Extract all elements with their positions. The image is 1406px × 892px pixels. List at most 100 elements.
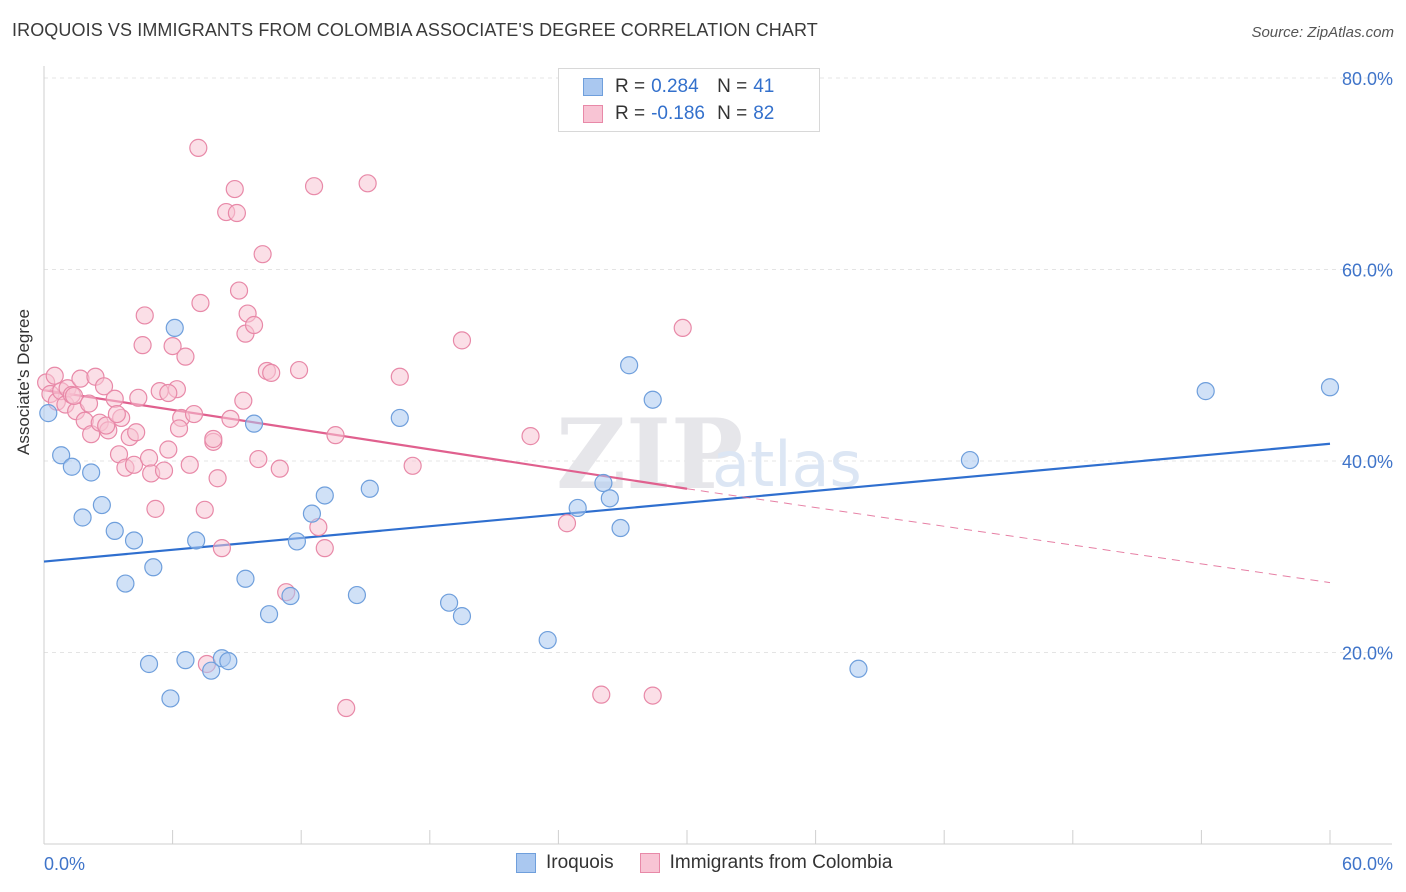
point-colombia [208, 469, 227, 488]
point-iroquois [347, 585, 367, 605]
point-colombia [79, 394, 99, 413]
point-colombia [45, 366, 64, 385]
point-colombia [234, 391, 253, 410]
point-iroquois [236, 569, 255, 588]
point-colombia [129, 388, 148, 407]
trend-lines [43, 389, 1331, 584]
stats-box: R = 0.284 N = 41 R = -0.186 N = 82 [558, 68, 820, 132]
y-axis-label: Associate's Degree [14, 309, 33, 455]
point-colombia [249, 449, 268, 469]
point-colombia [184, 404, 204, 424]
point-colombia [403, 456, 422, 475]
point-iroquois [144, 558, 163, 577]
point-colombia [176, 347, 195, 366]
point-colombia [124, 455, 144, 474]
point-iroquois [1320, 378, 1340, 397]
point-colombia [592, 685, 611, 704]
point-iroquois [139, 654, 159, 674]
point-iroquois [643, 390, 662, 409]
point-iroquois [82, 463, 101, 482]
point-colombia [390, 367, 409, 386]
y-tick-label: 80.0% [1342, 69, 1393, 89]
point-iroquois [315, 486, 334, 505]
point-colombia [97, 416, 116, 435]
point-colombia [107, 404, 126, 424]
point-colombia [326, 426, 345, 445]
point-iroquois [439, 593, 459, 612]
point-colombia [643, 686, 662, 705]
point-iroquois [960, 450, 980, 470]
x-tick-label-max: 60.0% [1342, 854, 1393, 874]
point-colombia [521, 427, 540, 446]
tick-labels: 20.0% 40.0% 60.0% 80.0% 0.0% 60.0% [44, 69, 1393, 874]
point-colombia [229, 281, 249, 300]
point-colombia [154, 461, 174, 480]
point-iroquois [390, 408, 409, 428]
watermark-atlas: atlas [712, 428, 862, 501]
legend-item-colombia[interactable]: Immigrants from Colombia [639, 852, 893, 874]
gridlines [44, 77, 1392, 653]
watermark-zip: ZIP [556, 398, 743, 511]
point-iroquois [849, 659, 868, 678]
point-colombia [289, 360, 309, 380]
point-colombia [221, 409, 240, 428]
n-value: 41 [753, 76, 775, 97]
point-colombia [139, 449, 159, 468]
point-iroquois [600, 489, 619, 508]
n-value: 82 [753, 103, 775, 124]
point-colombia [189, 138, 208, 157]
source-label: Source: ZipAtlas.com [1251, 24, 1394, 41]
legend-item-iroquois[interactable]: Iroquois [516, 852, 614, 874]
chart-title: IROQUOIS VS IMMIGRANTS FROM COLOMBIA ASS… [12, 20, 818, 40]
point-iroquois [568, 498, 587, 518]
point-iroquois [52, 446, 71, 465]
point-iroquois [161, 689, 180, 708]
point-iroquois [281, 586, 300, 606]
legend-label-colombia: Immigrants from Colombia [669, 852, 893, 873]
point-iroquois [176, 651, 195, 670]
point-colombia [673, 318, 692, 338]
point-colombia [71, 369, 90, 388]
point-colombia [262, 363, 281, 383]
point-iroquois [302, 504, 322, 523]
point-iroquois [202, 661, 221, 680]
point-iroquois [538, 630, 557, 650]
point-iroquois [165, 318, 184, 338]
point-colombia [146, 499, 165, 518]
point-iroquois [187, 531, 206, 550]
point-colombia [94, 377, 114, 396]
point-iroquois [452, 607, 472, 626]
stats-row-colombia: R = -0.186 N = 82 [583, 101, 774, 127]
point-colombia [64, 386, 84, 405]
y-tick-label: 20.0% [1342, 644, 1393, 664]
legend-swatch-colombia [639, 853, 660, 873]
point-colombia [159, 383, 178, 403]
n-label: N = [717, 76, 748, 97]
r-label: R = [615, 76, 646, 97]
point-iroquois [92, 495, 111, 515]
r-value: -0.186 [651, 103, 705, 124]
point-colombia [270, 459, 289, 478]
point-iroquois [594, 473, 613, 493]
point-colombia [169, 419, 189, 438]
stats-row-iroquois: R = 0.284 N = 41 [583, 74, 774, 100]
point-iroquois [360, 479, 379, 498]
point-iroquois [62, 457, 81, 476]
point-iroquois [620, 356, 639, 375]
x-tick-label-min: 0.0% [44, 854, 85, 874]
legend-swatch-iroquois [516, 853, 536, 873]
point-colombia [315, 539, 334, 558]
point-iroquois [244, 414, 264, 433]
point-colombia [304, 177, 324, 196]
r-value: 0.284 [651, 76, 699, 97]
y-tick-label: 40.0% [1342, 452, 1393, 472]
point-colombia [244, 315, 264, 335]
point-colombia [180, 455, 199, 474]
point-colombia [212, 539, 231, 558]
axes [43, 66, 1392, 845]
point-colombia [253, 245, 272, 264]
legend-label-iroquois: Iroquois [546, 852, 614, 873]
point-colombia [337, 698, 356, 718]
trend-line-iroquois [43, 442, 1331, 563]
